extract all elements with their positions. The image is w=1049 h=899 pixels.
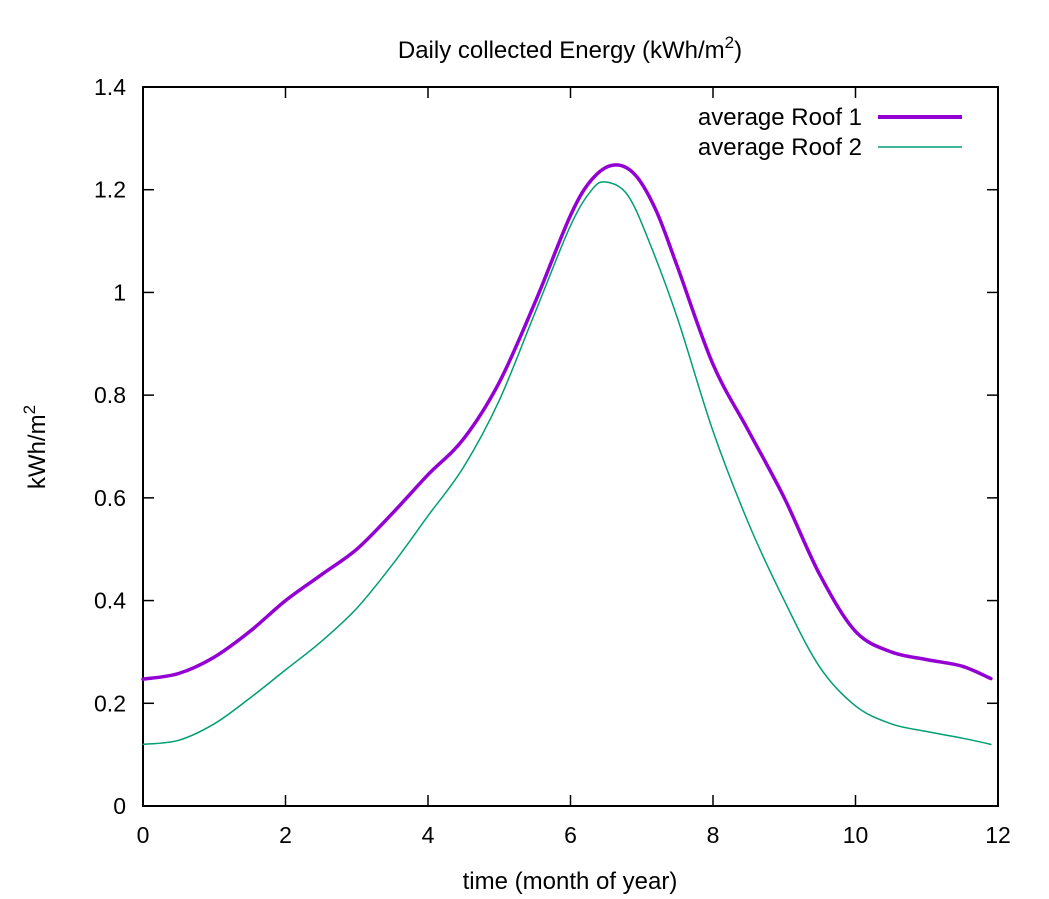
x-axis-label: time (month of year) <box>463 868 678 895</box>
y-tick-label: 0.6 <box>94 485 126 511</box>
y-tick-label: 0.2 <box>94 690 126 716</box>
x-tick-label: 10 <box>843 822 869 848</box>
y-axis-label: kWh/m2 <box>20 405 51 489</box>
series-line-roof-1 <box>141 163 993 681</box>
ticks <box>142 86 999 807</box>
legend-label-roof-2: average Roof 2 <box>698 134 862 161</box>
y-tick-label: 0.4 <box>94 588 126 614</box>
x-tick-label: 8 <box>707 822 720 848</box>
x-tick-label: 4 <box>422 822 435 848</box>
y-tick-label: 1.4 <box>94 74 126 100</box>
chart-title: Daily collected Energy (kWh/m2) <box>398 33 742 64</box>
y-tick-label: 1 <box>113 279 126 305</box>
y-tick-label: 0.8 <box>94 382 126 408</box>
x-tick-label: 12 <box>985 822 1011 848</box>
series-line-roof-2 <box>142 181 992 746</box>
tick-labels: 0 2 4 6 8 10 12 0 0.2 0.4 0.6 0.8 1 1.2 1.4 <box>94 74 1011 848</box>
y-tick-label: 0 <box>113 793 126 819</box>
legend-label-roof-1: average Roof 1 <box>698 104 862 131</box>
y-tick-label: 1.2 <box>94 177 126 203</box>
plot-frame <box>142 86 999 807</box>
x-tick-label: 6 <box>564 822 577 848</box>
legend: average Roof 1 average Roof 2 <box>698 104 962 161</box>
x-tick-label: 0 <box>137 822 150 848</box>
series-lines <box>141 163 993 746</box>
x-tick-label: 2 <box>279 822 292 848</box>
